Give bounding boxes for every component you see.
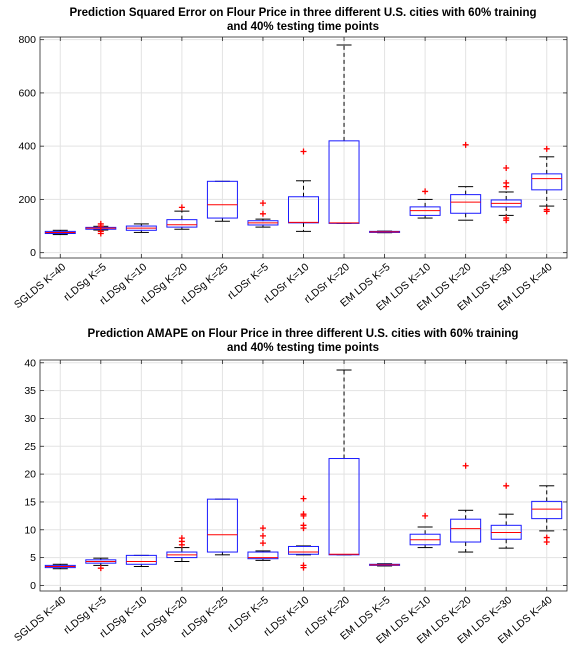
- y-tick-label: 40: [24, 357, 36, 369]
- iqr-box: [409, 206, 441, 216]
- y-tick-label: 0: [30, 580, 36, 592]
- y-tick-label: 35: [24, 385, 36, 397]
- y-tick-label: 200: [18, 194, 36, 206]
- outlier-marker: [462, 462, 469, 469]
- outlier-marker: [503, 179, 510, 186]
- box-3: [125, 554, 157, 568]
- outlier-marker: [259, 200, 266, 207]
- y-tick-label: 400: [18, 141, 36, 153]
- x-category-label: SGLDS K=40: [12, 261, 68, 311]
- outlier-marker: [422, 512, 429, 519]
- box-11: [450, 462, 482, 553]
- box-9: [369, 563, 401, 567]
- iqr-box: [247, 551, 279, 560]
- chart-panel-2: Prediction AMAPE on Flour Price in three…: [12, 328, 568, 646]
- y-tick-label: 20: [24, 469, 36, 481]
- box-12: [490, 165, 522, 224]
- box-3: [125, 223, 157, 233]
- box-4: [166, 204, 198, 230]
- box-10: [409, 188, 441, 219]
- box-7: [288, 495, 319, 571]
- outlier-marker: [259, 210, 266, 217]
- y-tick-label: 0: [30, 247, 36, 259]
- box-6: [247, 200, 279, 228]
- box-11: [450, 141, 482, 221]
- outlier-marker: [259, 540, 266, 547]
- box-6: [247, 525, 279, 561]
- outlier-marker: [300, 522, 307, 529]
- box-8: [328, 44, 360, 224]
- y-tick-label: 15: [24, 496, 36, 508]
- iqr-box: [206, 498, 238, 553]
- y-tick-label: 30: [24, 413, 36, 425]
- box-10: [409, 512, 441, 549]
- iqr-box: [531, 173, 563, 191]
- chart-panel-1: Prediction Squared Error on Flour Price …: [12, 7, 568, 313]
- box-13: [531, 145, 563, 215]
- iqr-box: [450, 194, 482, 214]
- outlier-marker: [178, 204, 185, 211]
- box-9: [369, 230, 401, 234]
- outlier-marker: [422, 188, 429, 195]
- iqr-box: [288, 545, 319, 555]
- outlier-marker: [97, 565, 104, 572]
- iqr-box: [450, 518, 482, 543]
- y-tick-label: 5: [30, 552, 36, 564]
- outlier-marker: [178, 535, 185, 542]
- y-tick-label: 600: [18, 87, 36, 99]
- outlier-marker: [300, 148, 307, 155]
- iqr-box: [206, 180, 238, 219]
- outlier-marker: [503, 482, 510, 489]
- outlier-marker: [259, 532, 266, 539]
- outlier-marker: [259, 525, 266, 532]
- box-12: [490, 482, 522, 549]
- outlier-marker: [300, 511, 307, 518]
- chart-title-line: Prediction Squared Error on Flour Price …: [69, 7, 536, 19]
- outlier-marker: [543, 145, 550, 152]
- box-5: [206, 180, 238, 222]
- box-4: [166, 535, 198, 562]
- chart-title-line: and 40% testing time points: [227, 342, 379, 354]
- outlier-marker: [543, 534, 550, 541]
- box-2: [85, 557, 117, 572]
- iqr-box: [328, 458, 360, 556]
- iqr-box: [531, 500, 563, 520]
- iqr-box: [288, 196, 319, 224]
- box-1: [44, 563, 76, 570]
- box-13: [531, 485, 563, 546]
- iqr-box: [166, 219, 198, 228]
- box-1: [44, 229, 76, 236]
- outlier-marker: [503, 165, 510, 172]
- chart-title-line: and 40% testing time points: [227, 21, 379, 33]
- chart-title-line: Prediction AMAPE on Flour Price in three…: [88, 328, 519, 340]
- outlier-marker: [97, 228, 104, 235]
- outlier-marker: [462, 141, 469, 148]
- box-8: [328, 369, 360, 556]
- outlier-marker: [300, 495, 307, 502]
- y-tick-label: 800: [18, 34, 36, 46]
- iqr-box: [125, 554, 157, 565]
- box-7: [288, 148, 319, 232]
- box-2: [85, 220, 117, 237]
- outlier-marker: [503, 215, 510, 222]
- y-tick-label: 25: [24, 441, 36, 453]
- box-5: [206, 498, 238, 556]
- y-tick-label: 10: [24, 524, 36, 536]
- outlier-marker: [543, 206, 550, 213]
- outlier-marker: [300, 562, 307, 569]
- outlier-marker: [97, 220, 104, 227]
- iqr-box: [328, 140, 360, 224]
- x-category-label: SGLDS K=40: [12, 594, 68, 644]
